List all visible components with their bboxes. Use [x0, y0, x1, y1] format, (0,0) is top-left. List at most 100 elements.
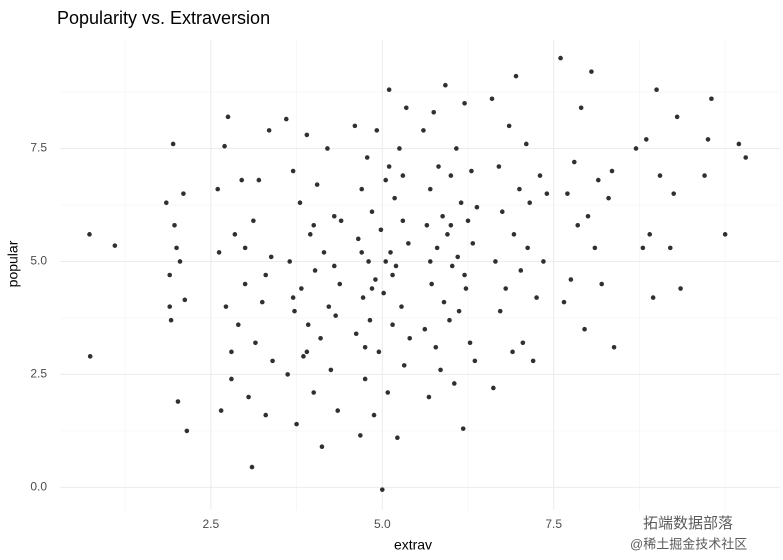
point [175, 399, 181, 404]
point [392, 195, 397, 201]
point [225, 114, 231, 120]
point [270, 358, 275, 364]
point [448, 222, 454, 228]
point [362, 376, 368, 382]
point [232, 232, 238, 237]
point [311, 222, 317, 228]
point [421, 128, 426, 133]
point [463, 286, 469, 291]
point [314, 182, 320, 187]
point [355, 236, 361, 242]
point [393, 263, 399, 269]
y-tick-label: 5.0 [30, 254, 47, 268]
point [386, 87, 392, 93]
point [462, 272, 467, 278]
point [400, 218, 406, 224]
point [441, 299, 447, 305]
point [465, 218, 471, 224]
point [285, 372, 290, 377]
point [223, 304, 229, 309]
point [374, 128, 380, 133]
point [470, 241, 476, 246]
point [321, 250, 327, 255]
point [448, 173, 454, 178]
point [499, 209, 505, 215]
point [304, 349, 310, 355]
point [647, 232, 653, 237]
point [678, 286, 683, 291]
point [431, 110, 437, 115]
point [263, 412, 269, 418]
point [493, 259, 498, 264]
point [229, 349, 234, 355]
point [611, 345, 617, 350]
point [184, 428, 190, 434]
point [373, 277, 378, 282]
point [167, 304, 173, 309]
point [582, 326, 587, 332]
x-tick-label: 2.5 [203, 517, 220, 531]
point [249, 464, 255, 470]
point [268, 254, 274, 260]
point [333, 313, 338, 318]
point [172, 222, 177, 228]
point [174, 245, 179, 251]
point [307, 232, 313, 237]
point [215, 186, 221, 192]
point [429, 281, 434, 287]
point [287, 259, 293, 264]
point [352, 123, 358, 129]
point [328, 367, 334, 373]
point [263, 272, 269, 278]
point [390, 272, 395, 278]
watermark: @稀土掘金技术社区 [630, 536, 747, 551]
point [643, 137, 649, 142]
point [383, 259, 389, 264]
point [378, 227, 384, 233]
point [568, 277, 574, 282]
point [561, 299, 567, 305]
point [702, 173, 707, 178]
point [445, 232, 450, 237]
point [544, 191, 550, 196]
point [440, 213, 445, 219]
point [182, 297, 188, 303]
point [503, 286, 509, 291]
point [455, 254, 461, 260]
point [510, 349, 515, 355]
point [319, 444, 325, 450]
point [253, 340, 258, 346]
point [460, 426, 466, 431]
point [299, 286, 304, 291]
point [609, 168, 615, 174]
point [589, 69, 594, 74]
point [530, 358, 536, 364]
point [87, 232, 92, 237]
point [506, 123, 512, 129]
point [259, 299, 265, 305]
point [518, 268, 524, 273]
point [335, 408, 341, 413]
point [397, 146, 402, 151]
point [358, 433, 363, 438]
point [736, 141, 742, 147]
point [177, 259, 183, 264]
grid [60, 40, 780, 510]
point [640, 245, 646, 251]
point [654, 87, 659, 93]
x-tick-label: 5.0 [374, 517, 391, 531]
point [650, 295, 656, 300]
point [497, 308, 503, 314]
y-axis-label: popular [5, 240, 21, 287]
point [537, 173, 543, 178]
chart-title: Popularity vs. Extraversion [57, 8, 270, 28]
point [436, 164, 441, 169]
point [633, 146, 639, 151]
point [722, 232, 728, 237]
point [705, 137, 711, 142]
point [235, 322, 241, 328]
point [386, 164, 392, 169]
point [381, 290, 386, 296]
